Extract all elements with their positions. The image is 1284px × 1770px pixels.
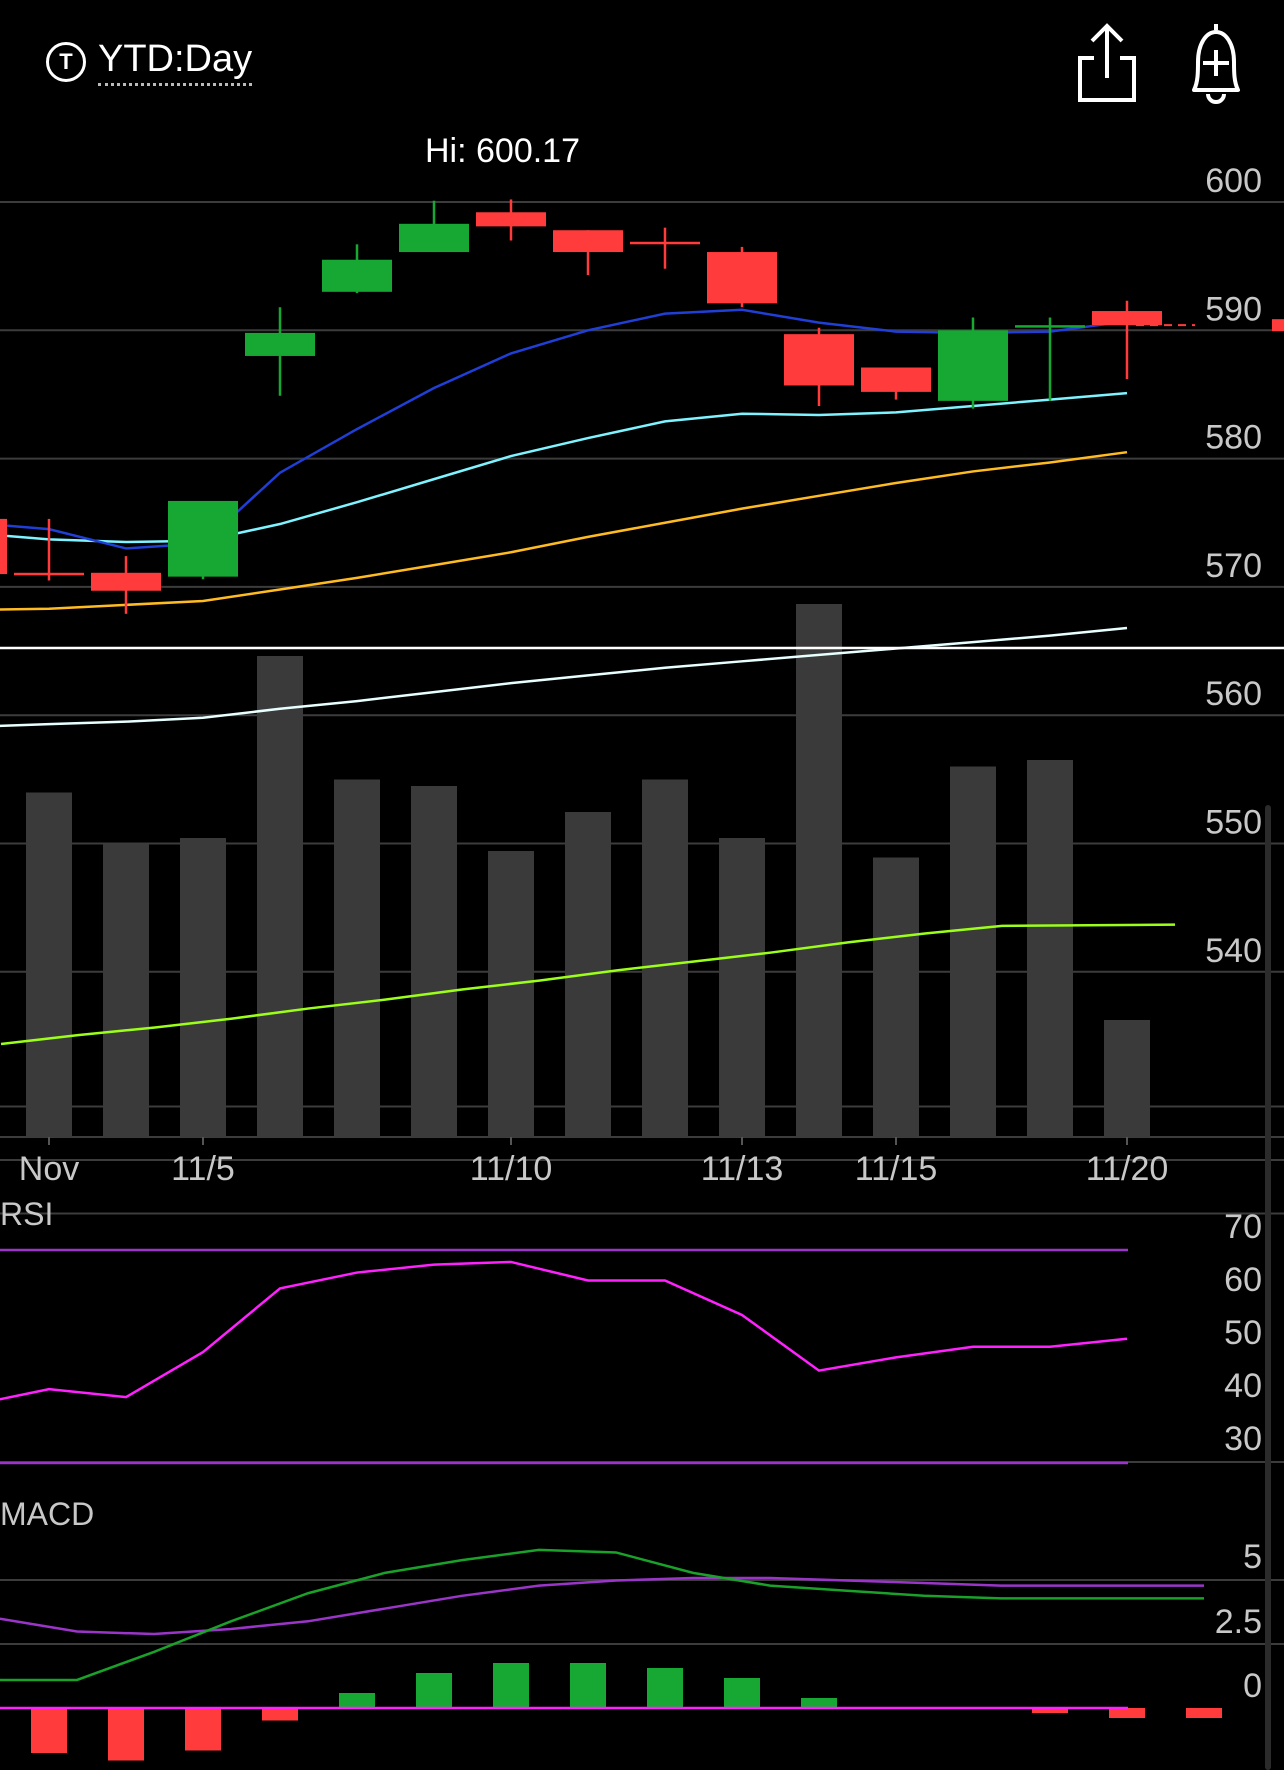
volume-bar <box>642 779 688 1137</box>
volume-bar <box>257 656 303 1137</box>
macd-signal-line <box>0 1576 1204 1636</box>
macd-line <box>0 1548 1204 1682</box>
rsi-axis-label: 50 <box>1224 1314 1262 1352</box>
last-price-marker <box>1272 319 1284 332</box>
macd-histogram-bar <box>570 1663 606 1708</box>
macd-histogram-bar <box>416 1673 452 1708</box>
x-axis-label: 11/15 <box>855 1150 938 1188</box>
candle-body <box>399 223 469 253</box>
price-axis-label: 540 <box>1205 932 1262 970</box>
ma-mid-line <box>0 391 1128 544</box>
rsi-axis-label: 30 <box>1224 1420 1262 1458</box>
macd-histogram-bar <box>647 1668 683 1708</box>
macd-histogram-bar <box>262 1708 298 1721</box>
macd-histogram-bar <box>1032 1708 1068 1713</box>
volume-bar <box>26 792 72 1137</box>
candle-body <box>861 367 931 392</box>
candle-body <box>322 259 392 292</box>
volume-bar <box>411 786 457 1137</box>
chart-header: T YTD:Day <box>0 0 1284 120</box>
timeframe-icon: T <box>46 42 86 82</box>
candle-body <box>1015 325 1085 328</box>
rsi-axis-label: 60 <box>1224 1261 1262 1299</box>
macd-title: MACD <box>0 1496 94 1532</box>
volume-bar <box>180 838 226 1137</box>
macd-histogram-bar <box>1109 1708 1145 1718</box>
candle-body <box>91 572 161 591</box>
ma-200-line <box>0 626 1128 728</box>
volume-bar <box>488 851 534 1137</box>
volume-bar <box>334 779 380 1137</box>
share-icon <box>1078 23 1136 102</box>
macd-histogram-bar <box>724 1678 760 1708</box>
price-axis-label: 580 <box>1205 419 1262 457</box>
scrollbar[interactable] <box>1265 805 1271 1770</box>
macd-histogram-bar <box>185 1708 221 1751</box>
macd-histogram-bar <box>801 1698 837 1708</box>
macd-axis-label: 5 <box>1243 1538 1262 1576</box>
price-axis-label: 550 <box>1205 804 1262 842</box>
candle-body <box>245 332 315 356</box>
volume-bar <box>103 844 149 1137</box>
volume-bar <box>873 857 919 1137</box>
candle-body <box>14 572 84 576</box>
volume-bar <box>1104 1020 1150 1137</box>
add-alert-button[interactable] <box>1180 20 1252 106</box>
volume-ma-line <box>0 923 1176 1046</box>
macd-axis-label: 2.5 <box>1215 1603 1262 1641</box>
rsi-axis-label: 70 <box>1224 1208 1262 1246</box>
price-axis-label: 600 <box>1205 162 1262 200</box>
price-axis-label: 560 <box>1205 675 1262 713</box>
candle-body <box>707 252 777 304</box>
x-axis-label: 11/5 <box>171 1150 235 1188</box>
bell-plus-icon <box>1192 24 1240 104</box>
candle-body <box>0 518 7 575</box>
share-button[interactable] <box>1072 20 1142 106</box>
macd-histogram-bar <box>108 1708 144 1761</box>
x-axis-label: 11/13 <box>701 1150 784 1188</box>
macd-histogram-bar <box>31 1708 67 1753</box>
volume-bar <box>1027 760 1073 1137</box>
candle-body <box>553 230 623 253</box>
ma-slow-line <box>0 450 1128 611</box>
period-label: YTD:Day <box>98 38 253 86</box>
candle-body <box>938 330 1008 401</box>
candle-body <box>784 334 854 386</box>
x-axis-label: 11/10 <box>470 1150 553 1188</box>
high-annotation: Hi: 600.17 <box>425 132 580 170</box>
volume-bar <box>950 766 996 1137</box>
macd-histogram-bar <box>493 1663 529 1708</box>
price-axis-label: 590 <box>1205 290 1262 328</box>
macd-histogram-bar <box>339 1693 375 1708</box>
candle-body <box>630 241 700 245</box>
rsi-axis-label: 40 <box>1224 1367 1262 1405</box>
ma-fast-line <box>0 308 1128 550</box>
macd-histogram-bar <box>1186 1708 1222 1718</box>
candle-body <box>168 500 238 577</box>
period-selector[interactable]: T YTD:Day <box>46 34 253 90</box>
candle-body <box>476 212 546 227</box>
x-axis-label: Nov <box>19 1150 79 1188</box>
candle-body <box>1092 311 1162 326</box>
rsi-line <box>0 1260 1128 1401</box>
volume-bar <box>719 838 765 1137</box>
macd-axis-label: 0 <box>1243 1667 1262 1705</box>
x-axis-label: 11/20 <box>1086 1150 1169 1188</box>
rsi-title: RSI <box>0 1196 53 1232</box>
price-axis-label: 570 <box>1205 547 1262 585</box>
volume-bar <box>796 604 842 1137</box>
